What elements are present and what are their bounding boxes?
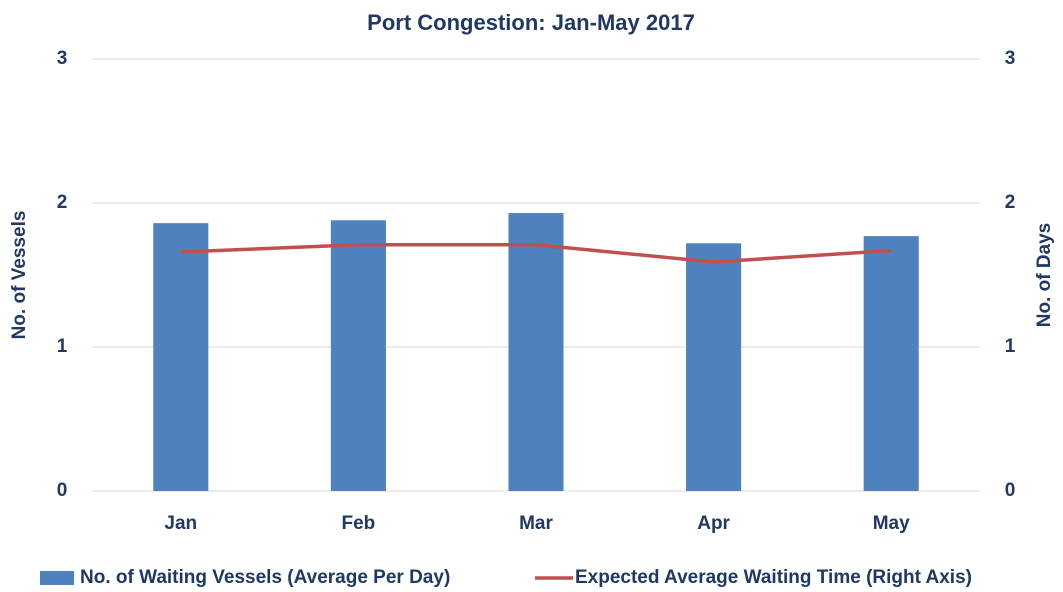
legend-label: Expected Average Waiting Time (Right Axi…	[575, 567, 972, 588]
y-tick-label: 3	[57, 48, 68, 69]
bar	[330, 220, 386, 491]
bar	[863, 236, 919, 491]
legend-swatch	[40, 571, 74, 585]
y-tick-label: 2	[57, 192, 68, 213]
y2-tick-label: 3	[1005, 48, 1016, 69]
y2-tick-label: 1	[1005, 336, 1016, 357]
legend-label: No. of Waiting Vessels (Average Per Day)	[80, 567, 450, 588]
bar	[686, 243, 742, 491]
line	[180, 243, 892, 264]
x-tick-label: Mar	[519, 513, 553, 534]
y-tick-label: 1	[57, 336, 68, 357]
y2-axis-label: No. of Days	[1034, 223, 1055, 328]
y-axis-label: No. of Vessels	[9, 211, 30, 340]
x-tick-label: Jan	[164, 513, 197, 534]
chart-title: Port Congestion: Jan-May 2017	[367, 10, 695, 35]
x-tick-label: Feb	[342, 513, 376, 534]
x-tick-label: May	[873, 513, 910, 534]
x-tick-label: Apr	[697, 513, 730, 534]
bar	[508, 213, 564, 491]
bar	[153, 223, 209, 491]
y-tick-label: 0	[57, 480, 68, 501]
y2-tick-label: 0	[1005, 480, 1016, 501]
y2-tick-label: 2	[1005, 192, 1016, 213]
